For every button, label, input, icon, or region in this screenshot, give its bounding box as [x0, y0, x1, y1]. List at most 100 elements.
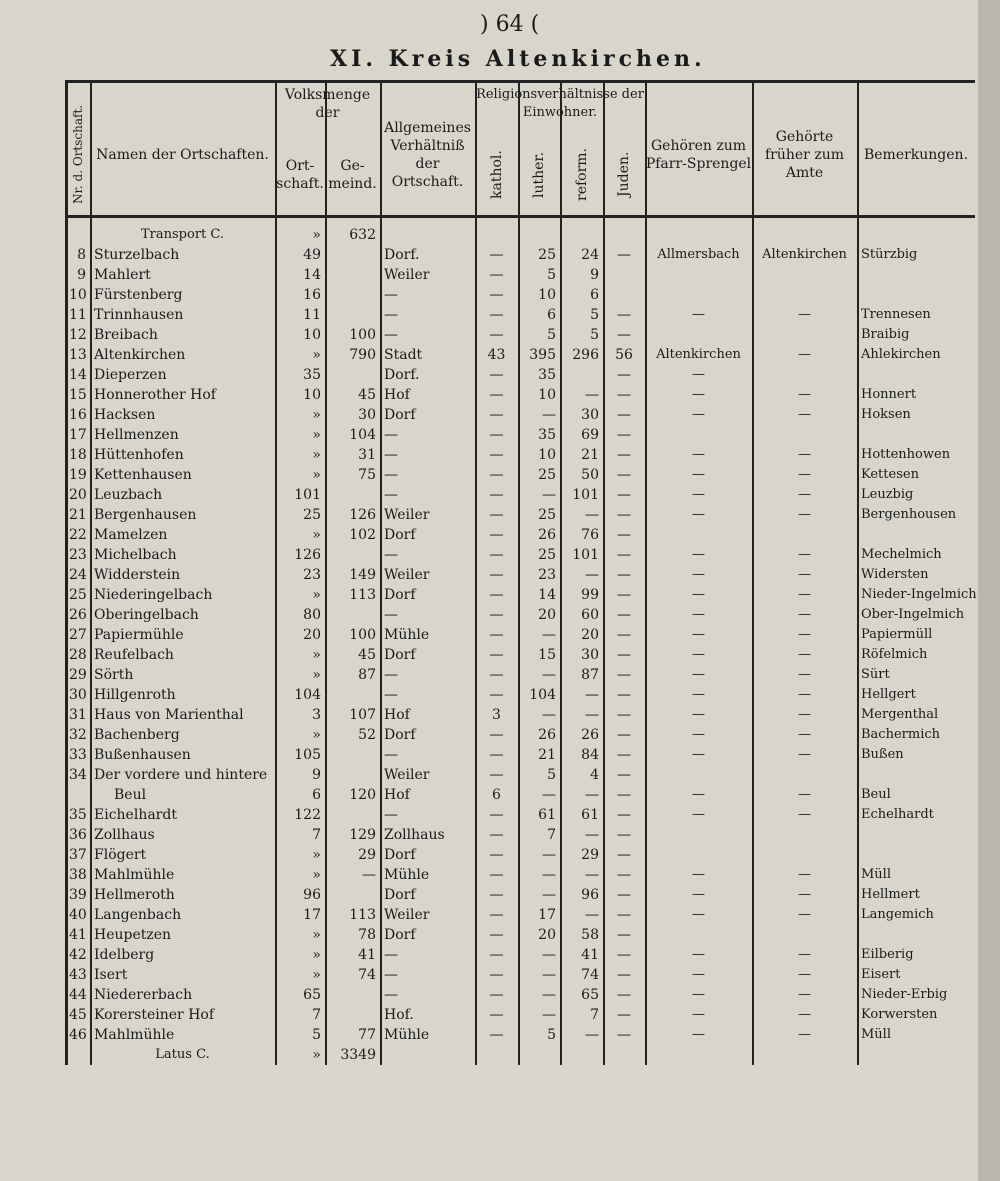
cell: 30 — [581, 647, 599, 663]
cell: Reufelbach — [94, 647, 174, 663]
column-rule — [325, 80, 327, 1065]
cell: — — [489, 687, 504, 703]
cell: 41 — [581, 947, 599, 963]
cell: 104 — [529, 687, 556, 703]
cell: Altenkirchen — [94, 347, 186, 363]
cell: — — [489, 807, 504, 823]
cell: Dieperzen — [94, 367, 167, 383]
cell: Beul — [861, 787, 891, 802]
cell: — — [585, 867, 599, 883]
cell: — — [489, 1007, 504, 1023]
cell: — — [384, 987, 398, 1003]
cell: Bußenhausen — [94, 747, 191, 763]
cell: — — [489, 1027, 504, 1043]
cell: 61 — [538, 807, 556, 823]
cell: — — [489, 907, 504, 923]
cell: — — [542, 667, 556, 683]
cell: — — [692, 707, 705, 722]
cell: — — [617, 327, 631, 343]
cell: » — [312, 847, 321, 863]
cell: Bußen — [861, 747, 904, 762]
cell: Allmersbach — [657, 247, 740, 262]
column-header: luther. — [531, 151, 547, 198]
cell: Hellgert — [861, 687, 916, 702]
cell: — — [692, 567, 705, 582]
cell: — — [692, 387, 705, 402]
cell: — — [489, 567, 504, 583]
cell: 74 — [581, 967, 599, 983]
cell: — — [798, 307, 811, 322]
cell: 6 — [547, 307, 556, 323]
cell: — — [384, 467, 398, 483]
cell: Stürzbig — [861, 247, 918, 262]
cell: Papiermühle — [94, 627, 184, 643]
cell: — — [617, 727, 631, 743]
cell: Hillgenroth — [94, 687, 176, 703]
cell: 14 — [303, 267, 321, 283]
cell: — — [617, 487, 631, 503]
cell: Röfelmich — [861, 647, 928, 662]
row-number: 25 — [69, 587, 87, 603]
cell: Fürstenberg — [94, 287, 183, 303]
cell: Kettenhausen — [94, 467, 192, 483]
row-number: 36 — [69, 827, 87, 843]
cell: — — [617, 947, 631, 963]
cell: — — [489, 427, 504, 443]
cell: 41 — [358, 947, 376, 963]
cell: — — [489, 527, 504, 543]
cell: 120 — [349, 787, 376, 803]
cell: — — [489, 767, 504, 783]
cell: — — [489, 647, 504, 663]
cell: 49 — [303, 247, 321, 263]
cell: — — [489, 447, 504, 463]
cell: — — [617, 807, 631, 823]
row-number: 32 — [69, 727, 87, 743]
cell: — — [489, 727, 504, 743]
cell: Mergenthal — [861, 707, 939, 722]
cell: — — [692, 507, 705, 522]
cell: 77 — [358, 1027, 376, 1043]
row-number: 9 — [77, 267, 86, 283]
cell: — — [489, 367, 504, 383]
cell: » — [312, 727, 321, 743]
cell: — — [617, 567, 631, 583]
cell: — — [617, 967, 631, 983]
cell: 7 — [590, 1007, 599, 1023]
cell: — — [692, 587, 705, 602]
cell: — — [617, 247, 631, 263]
cell: 75 — [358, 467, 376, 483]
cell: Braibig — [861, 327, 910, 342]
cell: — — [692, 667, 705, 682]
cell: Widersten — [861, 567, 929, 582]
cell: 87 — [581, 667, 599, 683]
cell: Bachermich — [861, 727, 941, 742]
cell: Zollhaus — [94, 827, 155, 843]
cell: » — [312, 867, 321, 883]
cell: 17 — [303, 907, 321, 923]
cell: 5 — [312, 1027, 321, 1043]
row-number: 20 — [69, 487, 87, 503]
cell: — — [384, 687, 398, 703]
cell: 45 — [358, 647, 376, 663]
cell: — — [617, 707, 631, 723]
cell: — — [692, 807, 705, 822]
cell: — — [798, 447, 811, 462]
cell: — — [542, 627, 556, 643]
cell: 76 — [581, 527, 599, 543]
cell: — — [489, 887, 504, 903]
cell: 3 — [492, 707, 501, 723]
cell: — — [798, 787, 811, 802]
cell: Hof — [384, 387, 410, 403]
cell: 126 — [349, 507, 376, 523]
cell: Nieder-Erbig — [861, 987, 948, 1002]
column-rule — [857, 80, 859, 1065]
cell: — — [798, 707, 811, 722]
cell: 31 — [358, 447, 376, 463]
page-edge — [978, 0, 1000, 1181]
column-rule — [645, 80, 647, 1065]
cell: Dorf — [384, 407, 416, 423]
cell: — — [489, 487, 504, 503]
cell: — — [362, 867, 376, 883]
cell: » — [312, 427, 321, 443]
